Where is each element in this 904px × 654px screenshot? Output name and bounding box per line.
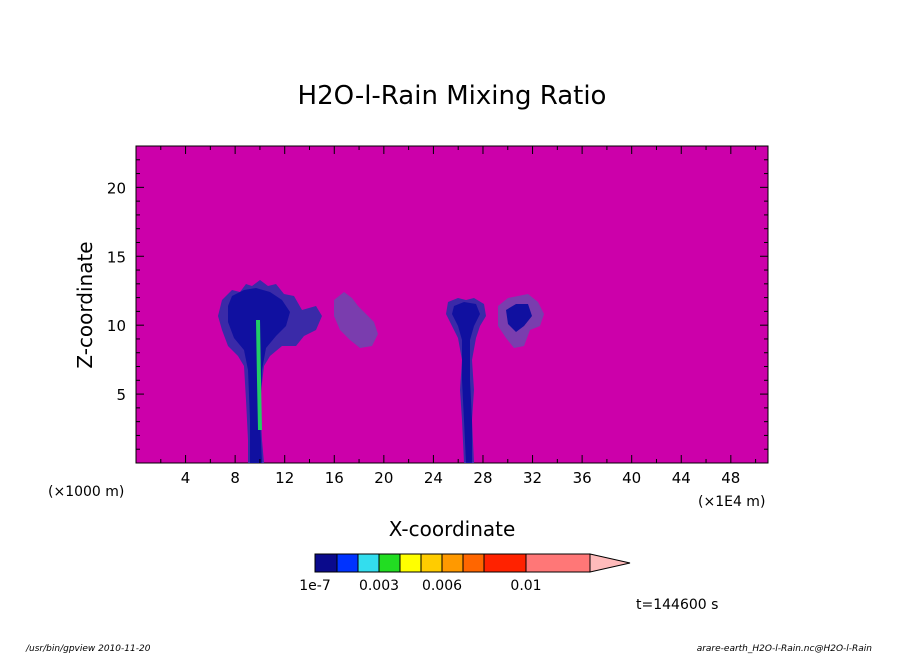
y-tick-label: 5 [116,386,126,404]
colorbar-swatch [357,553,380,573]
footer-right: arare-earth_H2O-l-Rain.nc@H2O-l-Rain [697,644,873,654]
x-tick-label: 44 [672,469,691,487]
colorbar-swatch [336,553,359,573]
colorbar-swatch [420,553,443,573]
colorbar-label: 1e-7 [299,578,330,594]
x-unit-left: (×1000 m) [48,484,124,500]
x-tick-label: 8 [230,469,240,487]
colorbar [314,553,631,573]
chart-title: H2O-l-Rain Mixing Ratio [298,81,607,111]
y-tick-label: 15 [107,248,126,266]
colorbar-extend-arrow [589,553,631,573]
x-tick-label: 24 [424,469,443,487]
x-tick-label: 20 [374,469,393,487]
colorbar-swatch [399,553,422,573]
colorbar-swatch [525,553,591,573]
cloud-4-core [506,304,532,332]
colorbar-labels: 1e-7 0.003 0.006 0.01 [299,578,541,594]
colorbar-label: 0.01 [510,578,541,594]
colorbar-swatch [441,553,464,573]
x-tick-label: 12 [275,469,294,487]
colorbar-label: 0.006 [422,578,462,594]
colorbar-label: 0.003 [359,578,399,594]
y-tick-label: 10 [107,317,126,335]
x-tick-label: 32 [523,469,542,487]
colorbar-swatch [462,553,485,573]
cloud-3-core [452,302,480,463]
y-axis-label: Z-coordinate [73,241,97,368]
axis-ticks [136,146,768,463]
y-tick-label: 20 [107,179,126,197]
x-axis-label: X-coordinate [389,517,516,541]
cloud-features [218,280,544,463]
x-tick-label: 16 [325,469,344,487]
x-tick-label: 36 [573,469,592,487]
x-tick-label: 4 [181,469,191,487]
colorbar-swatch [483,553,527,573]
colorbar-swatch [314,553,338,573]
cloud-1-stem [256,320,262,430]
colorbar-swatch [378,553,401,573]
x-tick-label: 40 [622,469,641,487]
x-unit-right: (×1E4 m) [698,494,765,510]
cloud-2 [334,292,378,348]
x-tick-label: 28 [473,469,492,487]
x-tick-label: 48 [721,469,740,487]
time-label: t=144600 s [636,597,718,613]
footer-left: /usr/bin/gpview 2010-11-20 [25,644,151,654]
